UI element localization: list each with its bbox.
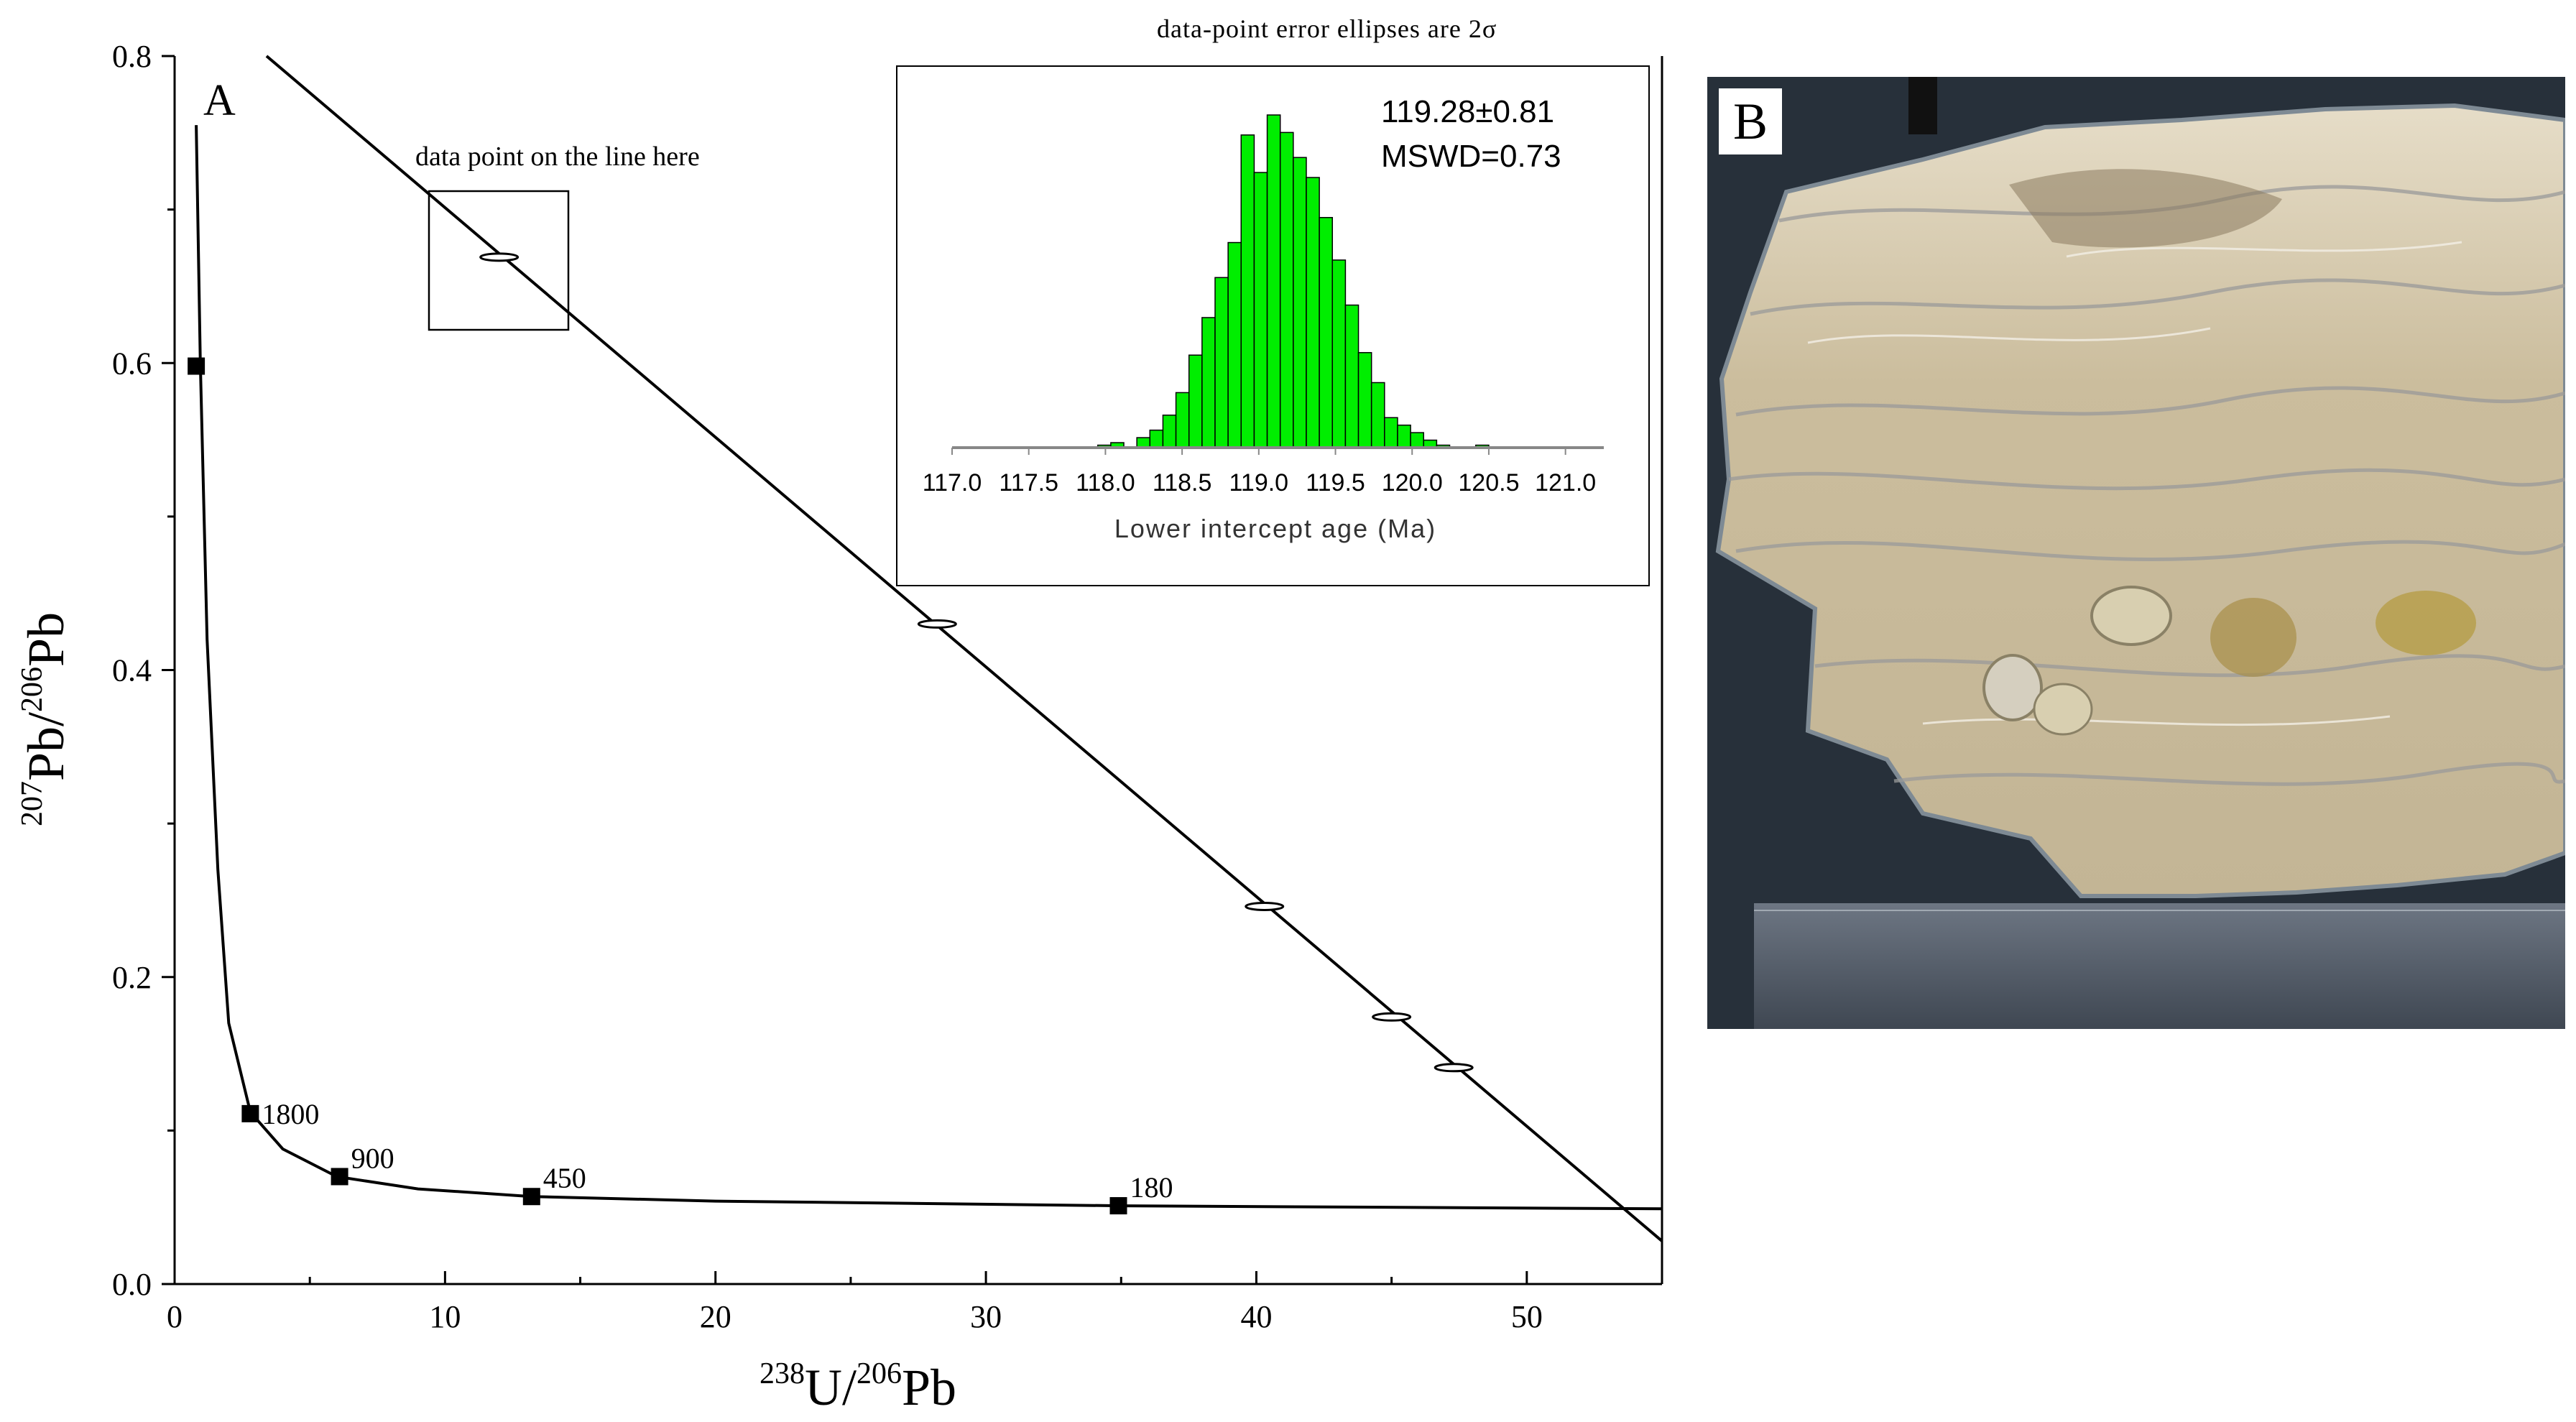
- chart-a-axes: 0 10 20 30 40 50 0.0 0.2 0.4 0.6 0.8: [112, 39, 1663, 1334]
- y-tick-label: 0.0: [112, 1267, 152, 1302]
- x-label-main2: Pb: [902, 1359, 956, 1416]
- histogram-ticks: 117.0 117.5 118.0 118.5 119.0 119.5 120.0 120.5…: [923, 448, 1596, 497]
- y-tick-label: 0.2: [112, 960, 152, 995]
- x-tick-label: 50: [1511, 1299, 1543, 1334]
- histogram-bar: [1188, 354, 1203, 448]
- histogram-bar: [1331, 259, 1347, 448]
- histogram-bar: [1293, 157, 1307, 448]
- x-ticks: 0 10 20 30 40 50: [167, 1271, 1543, 1334]
- x-tick-label: 20: [700, 1299, 731, 1334]
- histogram-bar: [1357, 351, 1372, 448]
- y-tick-label: 0.4: [112, 653, 152, 688]
- inset-age-result: 119.28±0.81: [1381, 94, 1554, 129]
- panel-a-label: A: [203, 76, 236, 125]
- x-tick-label: 30: [970, 1299, 1002, 1334]
- x-label-main1: U/: [805, 1359, 857, 1416]
- histogram-tick-label: 121.0: [1535, 469, 1596, 497]
- histogram-tick-label: 120.5: [1458, 469, 1519, 497]
- histogram-bar: [1370, 382, 1385, 448]
- histogram-bar: [1410, 432, 1424, 448]
- age-marker: [331, 1168, 348, 1186]
- x-axis-label: 238U/206Pb: [760, 1357, 956, 1416]
- histogram-bar: [1201, 317, 1216, 448]
- inset-histogram: 117.0 117.5 118.0 118.5 119.0 119.5 120.0 120.5…: [896, 65, 1650, 586]
- x-tick-label: 0: [167, 1299, 183, 1334]
- histogram-bar: [1397, 424, 1411, 448]
- age-marker: [1109, 1197, 1127, 1215]
- histogram-bar: [1266, 114, 1281, 448]
- histogram-bar: [1175, 392, 1190, 448]
- y-tick-label: 0.6: [112, 346, 152, 381]
- callout-box: [428, 190, 570, 331]
- y-axis-label: 207Pb/206Pb: [16, 612, 75, 826]
- histogram-bar: [1240, 134, 1255, 448]
- data-point-ellipse: [917, 619, 957, 629]
- histogram-bar: [1214, 277, 1229, 448]
- y-label-main1: Pb/: [17, 712, 75, 781]
- y-label-sup2: 206: [16, 667, 49, 712]
- age-marker-label: 180: [1130, 1171, 1173, 1204]
- histogram-tick-label: 118.5: [1153, 469, 1212, 497]
- data-points: [479, 252, 1474, 1073]
- histogram-bar: [1306, 177, 1320, 448]
- error-ellipse-note: data-point error ellipses are 2σ: [1157, 14, 1497, 43]
- x-tick-label: 40: [1240, 1299, 1272, 1334]
- data-point-ellipse: [1434, 1063, 1474, 1073]
- ruler: [1754, 903, 2565, 1029]
- histogram-bar: [1344, 304, 1359, 448]
- histogram-tick-label: 119.5: [1306, 469, 1365, 497]
- histogram-tick-label: 117.5: [999, 469, 1058, 497]
- concordia-curve: [195, 125, 1663, 1211]
- histogram-tick-label: 118.0: [1076, 469, 1135, 497]
- data-point-ellipse: [1372, 1012, 1412, 1022]
- x-tick-label: 10: [429, 1299, 461, 1334]
- histogram-bar: [1279, 131, 1294, 448]
- histogram-bar: [1227, 241, 1242, 448]
- age-marker-label: 900: [351, 1142, 394, 1174]
- age-marker: [188, 357, 206, 375]
- age-marker: [241, 1104, 259, 1122]
- inset-mswd: MSWD=0.73: [1381, 139, 1561, 174]
- age-marker-label: 1800: [262, 1098, 319, 1130]
- age-marker: [522, 1188, 540, 1206]
- rock-photo: [1707, 77, 2565, 1029]
- histogram-tick-label: 120.0: [1382, 469, 1443, 497]
- histogram-bars: [1097, 114, 1490, 448]
- histogram-tick-label: 117.0: [923, 469, 982, 497]
- data-point-ellipse: [479, 252, 520, 262]
- x-label-sup2: 206: [857, 1357, 902, 1390]
- y-tick-label: 0.8: [112, 39, 152, 74]
- histogram-bar: [1136, 437, 1151, 448]
- histogram-bar: [1162, 414, 1177, 448]
- y-label-sup1: 207: [16, 781, 49, 826]
- histogram-bar: [1149, 429, 1164, 448]
- histogram-bar: [1253, 172, 1268, 448]
- rock-photo-panel: B: [1707, 77, 2565, 1029]
- age-markers: 1800 900 450 180: [188, 357, 1173, 1215]
- inset-x-label: Lower intercept age (Ma): [1114, 514, 1436, 543]
- y-label-main2: Pb: [17, 612, 75, 667]
- histogram-bar: [1319, 216, 1334, 448]
- histogram-bar: [1384, 417, 1398, 448]
- x-label-sup1: 238: [760, 1357, 805, 1390]
- panel-b-label: B: [1719, 88, 1782, 154]
- data-point-ellipse: [1245, 901, 1285, 911]
- callout-text: data point on the line here: [415, 142, 700, 172]
- y-ticks: 0.0 0.2 0.4 0.6 0.8: [112, 39, 175, 1302]
- histogram-tick-label: 119.0: [1229, 469, 1289, 497]
- age-marker-label: 450: [543, 1162, 586, 1194]
